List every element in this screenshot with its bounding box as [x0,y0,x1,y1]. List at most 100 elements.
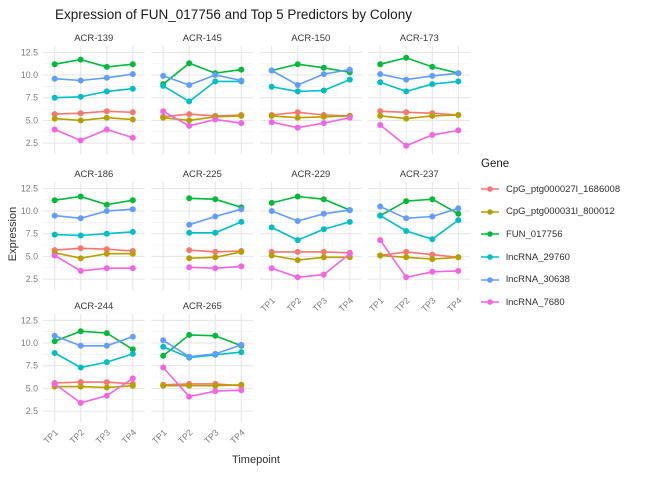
series-CpG_ptg000031l_800012 [51,114,136,124]
data-point [51,126,58,133]
series-line [162,334,243,357]
legend-key-point [487,276,493,283]
data-point [212,213,219,220]
data-point [160,108,167,115]
y-tick-label: 5.0 [26,383,38,393]
data-point [103,330,110,337]
data-point [160,337,167,344]
legend-entry-label: lncRNA_29760 [506,251,570,263]
series-line [379,72,460,81]
y-tick-label: 12.5 [21,47,38,57]
data-point [320,210,327,217]
series-line [53,252,134,260]
panel-background [151,314,253,422]
series-line [270,111,351,117]
data-point [429,112,436,119]
data-point [403,254,410,261]
series-line [162,62,243,85]
legend-key-icon [481,186,499,193]
data-point [268,119,275,126]
data-point [186,117,193,124]
data-point [429,131,436,138]
data-point [129,265,136,272]
data-point [346,207,353,214]
legend-entry-lncRNA_30638: lncRNA_30638 [481,268,620,291]
data-point [77,77,84,84]
data-point [103,208,110,214]
legend-entry-label: lncRNA_30638 [506,274,570,286]
x-tick-label: TP3 [419,295,438,314]
data-point [294,257,301,264]
data-point [186,229,193,236]
series-line [53,87,134,99]
legend-entry-FUN_017756: FUN_017756 [481,223,620,246]
data-point [377,203,384,210]
data-point [77,399,84,406]
data-point [346,76,353,83]
y-tick-label: 2.5 [26,138,38,148]
data-point [103,250,110,257]
data-point [455,254,462,261]
data-point [377,112,384,119]
data-point [186,122,193,129]
series-lncRNA_7680 [268,250,353,281]
series-lncRNA_7680 [51,252,136,274]
data-point [238,387,245,394]
panel-background [43,314,145,422]
series-lncRNA_30638 [160,337,245,360]
facet-strip-label: ACR-265 [183,301,222,312]
data-point [403,109,410,116]
data-point [429,63,436,70]
data-point [320,71,327,78]
x-tick-label: TP3 [94,427,113,446]
data-point [160,343,167,350]
series-line [379,239,460,279]
series-lncRNA_30638 [51,71,136,84]
data-point [346,66,353,73]
legend-entry-lncRNA_7680: lncRNA_7680 [481,291,620,314]
data-point [377,79,384,86]
data-point [129,85,136,92]
data-point [212,229,219,236]
data-point [103,201,110,208]
y-axis-title: Expression [7,206,19,262]
series-line [53,377,134,404]
data-point [51,332,58,339]
data-point [403,228,410,234]
legend-key-icon [481,299,499,306]
data-point [294,237,301,244]
data-point [212,265,219,272]
series-line [53,247,134,252]
data-point [429,268,436,275]
series-FUN_017756 [51,56,136,70]
legend: Gene CpG_ptg000027l_1686008 CpG_ptg000031… [481,158,620,314]
series-CpG_ptg000031l_800012 [377,252,462,263]
y-tick-label: 5.0 [26,251,38,261]
data-point [294,109,301,116]
data-point [77,267,84,274]
data-point [103,126,110,133]
data-point [51,111,58,118]
data-point [51,231,58,238]
data-point [268,199,275,206]
data-point [320,226,327,233]
series-line [379,124,460,147]
data-point [129,382,136,389]
series-line [379,80,460,93]
data-point [377,71,384,78]
data-point [129,350,136,357]
series-line [53,334,134,347]
series-line [53,254,134,272]
series-lncRNA_30638 [51,332,136,349]
series-line [162,113,243,118]
legend-entry-CpG_ptg000031l_800012: CpG_ptg000031l_800012 [481,201,620,224]
series-CpG_ptg000031l_800012 [268,252,353,264]
data-point [103,384,110,391]
series-line [53,208,134,220]
series-lncRNA_30638 [377,70,462,83]
data-point [320,271,327,278]
data-point [377,122,384,128]
series-CpG_ptg000031l_800012 [186,248,245,262]
data-point [103,379,110,386]
data-point [77,110,84,117]
